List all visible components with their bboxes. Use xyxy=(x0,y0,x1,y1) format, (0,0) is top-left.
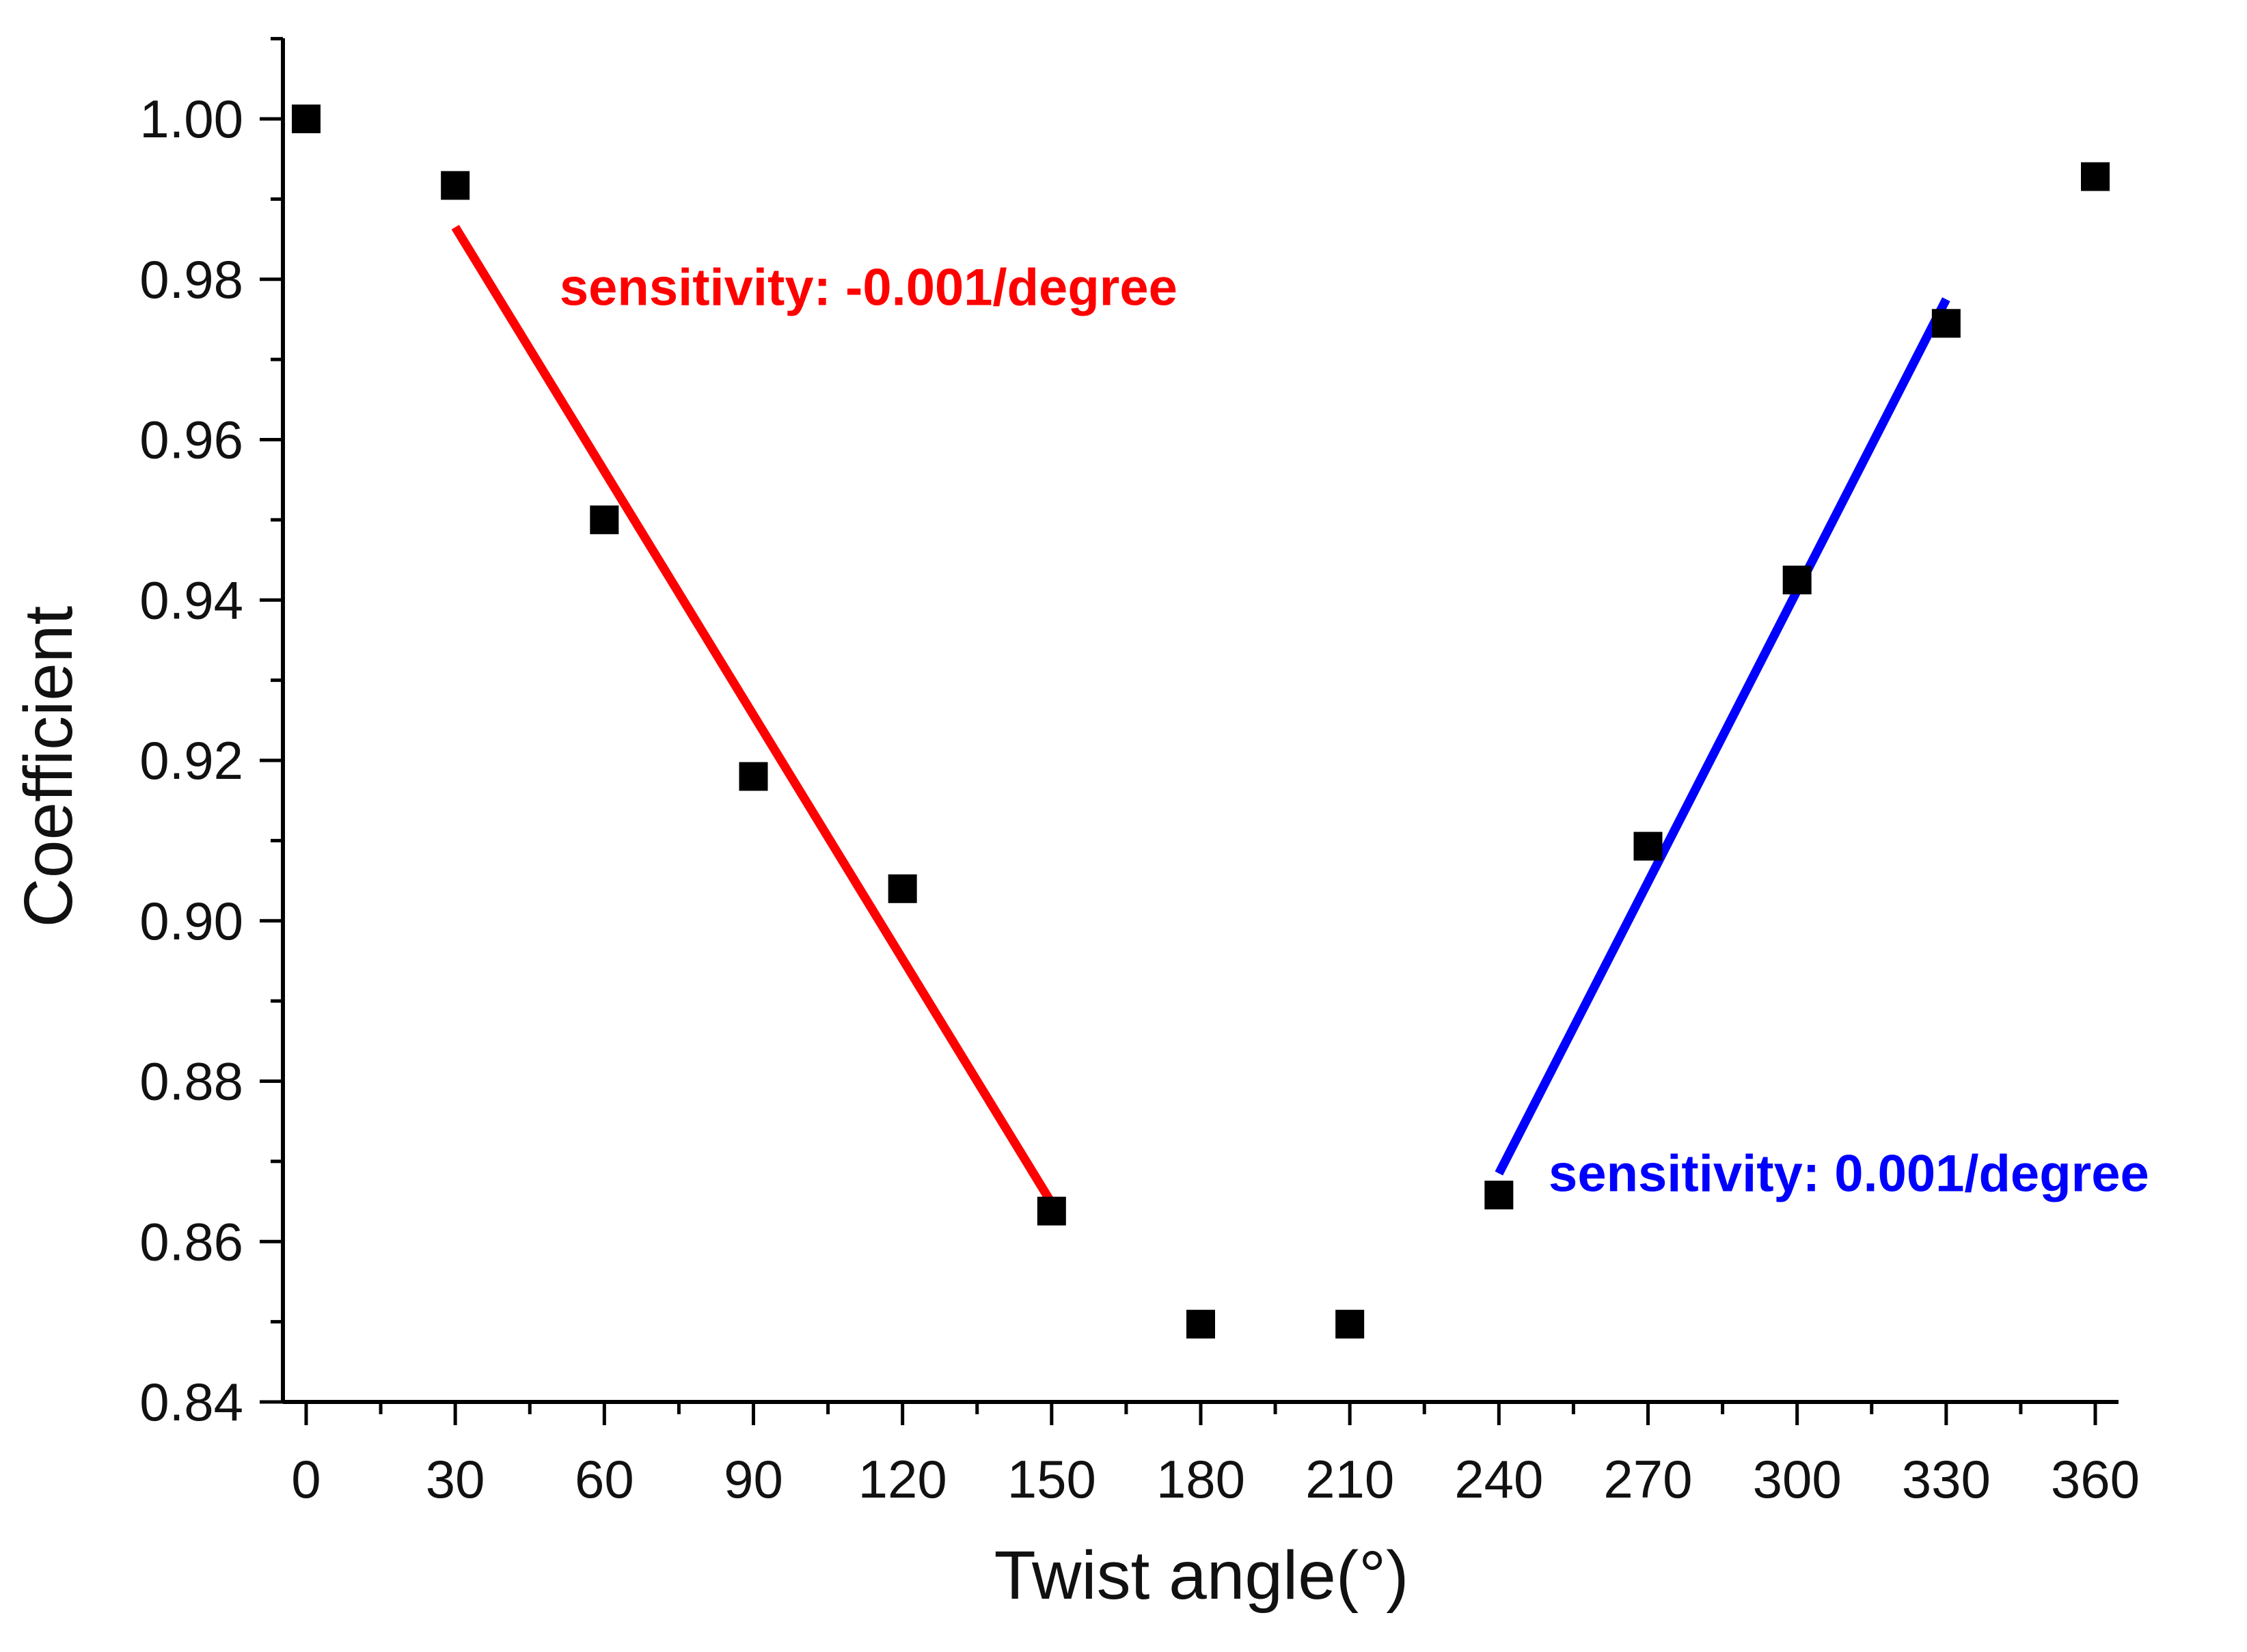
y-tick-label: 1.00 xyxy=(139,89,243,149)
data-point xyxy=(590,505,619,534)
fit-line xyxy=(1495,297,1950,1176)
x-tick-label: 0 xyxy=(291,1449,321,1509)
data-point xyxy=(1037,1196,1066,1226)
y-tick-label: 0.90 xyxy=(139,891,243,951)
data-point xyxy=(1186,1310,1215,1339)
x-tick-label: 120 xyxy=(858,1449,947,1509)
x-tick-label: 210 xyxy=(1305,1449,1394,1509)
data-point xyxy=(1931,309,1961,338)
sensitivity-annotation: sensitivity: -0.001/degree xyxy=(560,258,1177,316)
y-tick-label: 0.94 xyxy=(139,570,243,630)
x-tick-label: 150 xyxy=(1007,1449,1096,1509)
y-tick-label: 0.98 xyxy=(139,249,243,309)
data-point xyxy=(292,105,321,133)
data-points xyxy=(292,105,2110,1339)
data-point xyxy=(1484,1181,1514,1210)
x-tick-label: 270 xyxy=(1603,1449,1692,1509)
x-tick-label: 300 xyxy=(1753,1449,1842,1509)
sensitivity-annotation: sensitivity: 0.001/degree xyxy=(1549,1144,2149,1202)
x-tick-label: 240 xyxy=(1454,1449,1543,1509)
x-axis-ticks: 0 30 60 90 120 150 180 210 240 270 300 330 360 xyxy=(291,1402,2140,1509)
y-axis-title: Coefficient xyxy=(10,605,87,927)
y-tick-label: 0.92 xyxy=(139,730,243,790)
x-axis-title: Twist angle(°) xyxy=(994,1537,1409,1614)
y-tick-label: 0.86 xyxy=(139,1211,243,1271)
fit-line xyxy=(451,225,1056,1206)
x-tick-label: 30 xyxy=(426,1449,485,1509)
y-axis-ticks: 0.84 0.86 0.88 0.90 0.92 0.94 0.96 0.98 1.00 xyxy=(139,37,283,1432)
x-tick-label: 60 xyxy=(575,1449,634,1509)
data-point xyxy=(1633,831,1663,861)
annotations: sensitivity: -0.001/degree sensitivity: 0… xyxy=(560,258,2149,1202)
x-tick-label: 180 xyxy=(1156,1449,1245,1509)
fit-lines xyxy=(451,225,1950,1206)
data-point xyxy=(441,171,470,200)
data-point xyxy=(1335,1310,1365,1339)
data-point xyxy=(2081,162,2110,191)
data-point xyxy=(888,874,917,903)
y-tick-label: 0.88 xyxy=(139,1051,243,1112)
data-point xyxy=(1782,565,1812,594)
y-tick-label: 0.96 xyxy=(139,410,243,470)
y-tick-label: 0.84 xyxy=(139,1372,243,1432)
x-tick-label: 330 xyxy=(1902,1449,1991,1509)
data-point xyxy=(739,762,768,791)
x-tick-label: 90 xyxy=(724,1449,783,1509)
x-tick-label: 360 xyxy=(2051,1449,2140,1509)
